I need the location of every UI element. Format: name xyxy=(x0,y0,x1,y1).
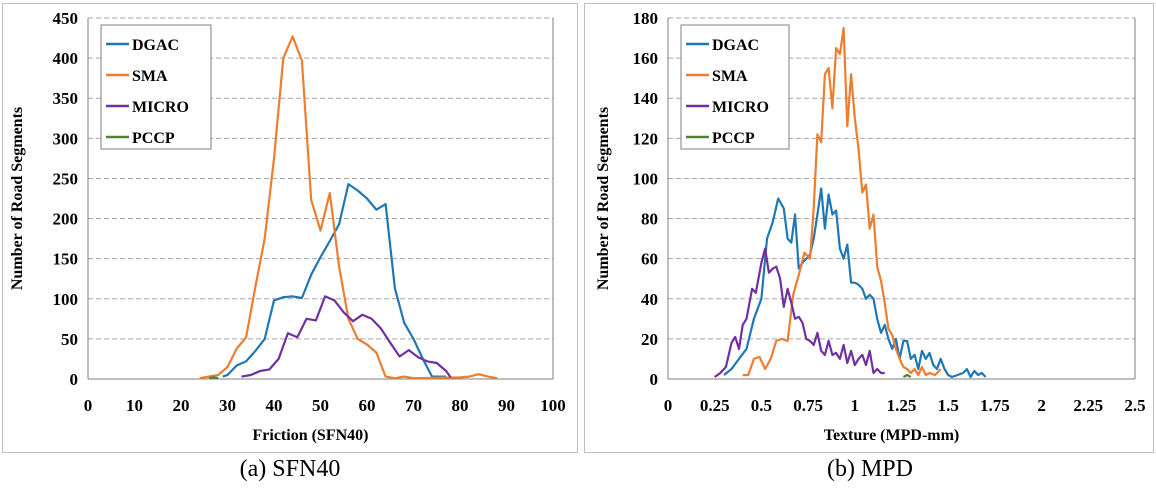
series-line-micro xyxy=(714,247,885,378)
y-tick-label: 200 xyxy=(53,210,79,229)
legend-box xyxy=(100,24,212,150)
legend-label-sma: SMA xyxy=(712,68,748,85)
y-tick-label: 40 xyxy=(641,290,658,309)
x-tick-label: 70 xyxy=(405,396,422,415)
x-tick-label: 0 xyxy=(664,396,673,415)
legend-label-pccp: PCCP xyxy=(132,130,175,147)
x-tick-label: 1 xyxy=(851,396,860,415)
y-tick-label: 160 xyxy=(633,49,659,68)
caption-a: (a) SFN40 xyxy=(239,456,341,482)
series-line-pccp xyxy=(902,373,912,378)
chart-sfn40: 0 50 100 150 200 250 300 350 400 450 0 10 20 30 40 50 60… xyxy=(9,9,566,444)
y-tick-label: 80 xyxy=(641,210,658,229)
y-tick-label: 180 xyxy=(633,9,659,28)
x-tick-label: 50 xyxy=(312,396,329,415)
series-line-sma xyxy=(199,35,498,380)
x-tick-label: 2.5 xyxy=(1124,396,1145,415)
x-axis-title: Friction (SFN40) xyxy=(253,427,369,444)
x-tick-label: 0 xyxy=(84,396,93,415)
y-tick-label: 0 xyxy=(650,370,659,389)
y-tick-label: 100 xyxy=(633,169,659,188)
x-tick-label: 30 xyxy=(219,396,236,415)
series-line-dgac xyxy=(723,187,987,379)
y-tick-label: 350 xyxy=(53,89,79,108)
x-tick-label: 20 xyxy=(173,396,190,415)
y-tick-label: 100 xyxy=(53,290,79,309)
x-tick-label: 1.25 xyxy=(887,396,917,415)
series-line-micro xyxy=(241,295,452,379)
x-tick-label: 2.25 xyxy=(1073,396,1103,415)
chart-frame-b xyxy=(584,3,1154,453)
y-tick-label: 150 xyxy=(53,250,79,269)
legend-label-dgac: DGAC xyxy=(712,37,759,54)
y-tick-label: 0 xyxy=(70,370,79,389)
x-tick-label: 0.25 xyxy=(700,396,730,415)
x-tick-label: 0.5 xyxy=(751,396,772,415)
y-tick-label: 140 xyxy=(633,89,659,108)
chart-panel-b: 0 20 40 60 80 100 120 140 160 180 0 0.25 0.5 0.75 1 1.2… xyxy=(584,0,1156,489)
x-tick-label: 80 xyxy=(452,396,469,415)
legend-label-dgac: DGAC xyxy=(132,37,179,54)
legend-label-micro: MICRO xyxy=(132,99,189,116)
series-line-pccp xyxy=(208,376,219,380)
y-tick-label: 50 xyxy=(61,330,78,349)
x-tick-label: 40 xyxy=(266,396,283,415)
legend-label-pccp: PCCP xyxy=(712,130,755,147)
x-tick-label: 60 xyxy=(359,396,376,415)
caption-b: (b) MPD xyxy=(826,456,913,482)
y-tick-label: 300 xyxy=(53,129,79,148)
series-line-sma xyxy=(742,26,942,377)
x-tick-label: 1.75 xyxy=(980,396,1010,415)
y-tick-label: 250 xyxy=(53,169,79,188)
y-axis-title: Number of Road Segments xyxy=(9,107,26,290)
y-tick-label: 450 xyxy=(53,9,79,28)
legend-label-sma: SMA xyxy=(132,68,168,85)
x-axis-title: Texture (MPD-mm) xyxy=(824,427,960,444)
legend-label-micro: MICRO xyxy=(712,99,769,116)
series-line-dgac xyxy=(222,183,447,378)
y-tick-label: 400 xyxy=(53,49,79,68)
y-tick-label: 120 xyxy=(633,129,659,148)
x-tick-label: 100 xyxy=(540,396,566,415)
legend-box xyxy=(680,24,790,150)
y-tick-label: 60 xyxy=(641,250,658,269)
x-tick-label: 10 xyxy=(126,396,143,415)
x-tick-label: 0.75 xyxy=(793,396,823,415)
y-axis-title: Number of Road Segments xyxy=(595,107,612,290)
x-tick-label: 1.5 xyxy=(938,396,959,415)
chart-frame-a xyxy=(2,3,578,453)
y-tick-label: 20 xyxy=(641,330,658,349)
x-tick-label: 2 xyxy=(1037,396,1046,415)
chart-mpd: 0 20 40 60 80 100 120 140 160 180 0 0.25 0.5 0.75 1 1.2… xyxy=(595,9,1146,444)
chart-panel-a: 0 50 100 150 200 250 300 350 400 450 0 10 20 30 40 50 60… xyxy=(2,3,578,482)
x-tick-label: 90 xyxy=(498,396,515,415)
